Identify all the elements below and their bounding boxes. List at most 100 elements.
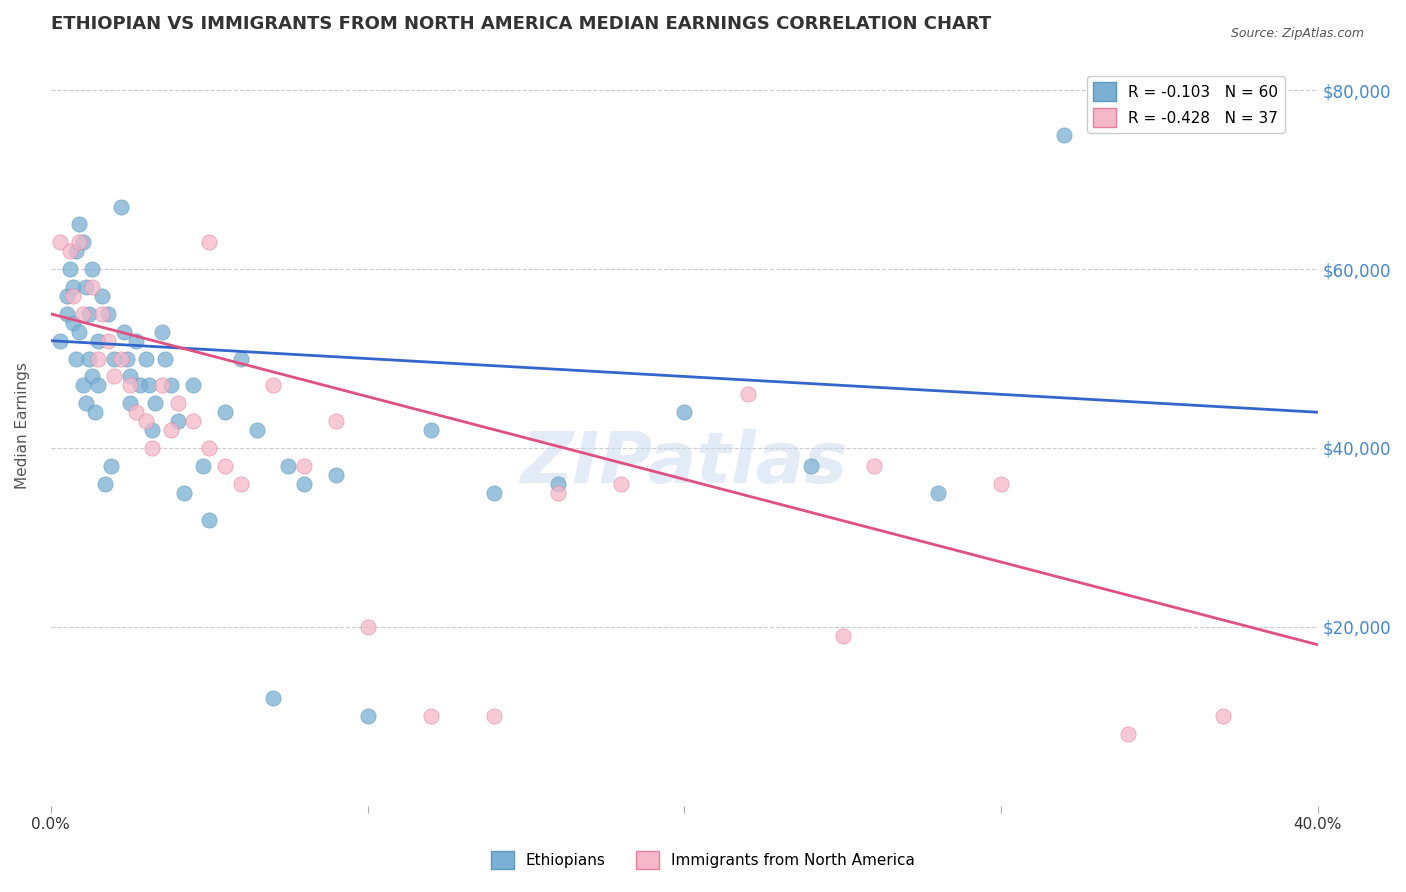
Point (97, 307, 120, 321)
Y-axis label: Median Earnings: Median Earnings (15, 362, 30, 489)
Point (72, 378, 94, 392)
Point (67, 325, 90, 339)
Point (214, 405, 236, 419)
Point (482, 485, 505, 500)
Point (59, 244, 82, 259)
Point (65, 351, 87, 366)
Point (863, 458, 886, 473)
Text: Source: ZipAtlas.com: Source: ZipAtlas.com (1230, 27, 1364, 40)
Point (356, 620, 378, 634)
Point (103, 351, 125, 366)
Point (65, 244, 87, 259)
Point (62, 289, 84, 303)
Point (80, 369, 103, 384)
Text: ETHIOPIAN VS IMMIGRANTS FROM NORTH AMERICA MEDIAN EARNINGS CORRELATION CHART: ETHIOPIAN VS IMMIGRANTS FROM NORTH AMERI… (51, 15, 991, 33)
Point (87, 351, 110, 366)
Point (141, 441, 163, 455)
Point (125, 405, 148, 419)
Point (138, 378, 160, 392)
Point (800, 458, 823, 473)
Point (67, 235, 90, 250)
Point (112, 325, 135, 339)
Point (419, 709, 441, 723)
Point (135, 351, 157, 366)
Point (118, 396, 141, 410)
Point (100, 458, 122, 473)
Point (49, 334, 72, 348)
Point (292, 458, 315, 473)
Point (198, 512, 221, 526)
Point (77, 307, 100, 321)
Point (547, 485, 569, 500)
Point (62, 316, 84, 330)
Point (118, 378, 141, 392)
Point (160, 423, 183, 437)
Point (55, 307, 77, 321)
Point (173, 485, 195, 500)
Point (160, 378, 183, 392)
Point (80, 262, 103, 277)
Point (927, 485, 949, 500)
Point (673, 405, 696, 419)
Point (262, 378, 284, 392)
Point (229, 476, 252, 491)
Point (87, 334, 110, 348)
Point (214, 458, 236, 473)
Point (150, 378, 173, 392)
Point (118, 369, 141, 384)
Point (246, 423, 269, 437)
Point (183, 378, 205, 392)
Point (90, 289, 112, 303)
Point (166, 414, 188, 428)
Point (87, 378, 110, 392)
Point (292, 476, 315, 491)
Legend: R = -0.103   N = 60, R = -0.428   N = 37: R = -0.103 N = 60, R = -0.428 N = 37 (1087, 76, 1285, 133)
Point (80, 280, 103, 294)
Point (153, 351, 176, 366)
Point (75, 396, 97, 410)
Point (110, 200, 132, 214)
Point (115, 351, 138, 366)
Point (277, 458, 299, 473)
Point (125, 334, 148, 348)
Point (262, 691, 284, 706)
Point (1053, 128, 1076, 142)
Point (1211, 709, 1233, 723)
Point (84, 405, 107, 419)
Point (737, 387, 759, 401)
Legend: Ethiopians, Immigrants from North America: Ethiopians, Immigrants from North Americ… (485, 845, 921, 875)
Point (49, 235, 72, 250)
Text: ZIPatlas: ZIPatlas (520, 429, 848, 498)
Point (103, 369, 125, 384)
Point (135, 414, 157, 428)
Point (419, 423, 441, 437)
Point (482, 709, 505, 723)
Point (72, 235, 94, 250)
Point (93, 476, 115, 491)
Point (90, 307, 112, 321)
Point (325, 414, 347, 428)
Point (610, 476, 633, 491)
Point (72, 307, 94, 321)
Point (128, 378, 150, 392)
Point (59, 262, 82, 277)
Point (67, 218, 90, 232)
Point (229, 351, 252, 366)
Point (75, 280, 97, 294)
Point (356, 709, 378, 723)
Point (831, 629, 853, 643)
Point (325, 467, 347, 482)
Point (55, 289, 77, 303)
Point (990, 476, 1012, 491)
Point (198, 235, 221, 250)
Point (191, 458, 214, 473)
Point (198, 441, 221, 455)
Point (62, 280, 84, 294)
Point (1116, 727, 1139, 741)
Point (143, 396, 166, 410)
Point (183, 414, 205, 428)
Point (547, 476, 569, 491)
Point (110, 351, 132, 366)
Point (77, 351, 100, 366)
Point (166, 396, 188, 410)
